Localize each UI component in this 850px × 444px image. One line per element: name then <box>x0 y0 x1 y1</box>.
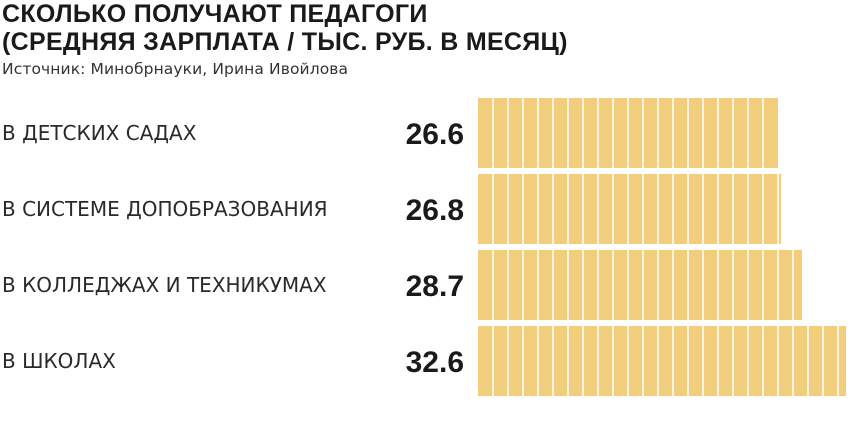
category-label: В КОЛЛЕДЖАХ И ТЕХНИКУМАХ <box>2 273 327 297</box>
bar <box>478 326 846 396</box>
bar-row: В ДЕТСКИХ САДАХ 26.6 <box>2 98 778 168</box>
category-label: В СИСТЕМЕ ДОПОБРАЗОВАНИЯ <box>2 197 328 221</box>
bar-row: В СИСТЕМЕ ДОПОБРАЗОВАНИЯ 26.8 <box>2 174 781 244</box>
value-label: 26.6 <box>406 118 464 151</box>
chart-title: СКОЛЬКО ПОЛУЧАЮТ ПЕДАГОГИ (СРЕДНЯЯ ЗАРПЛ… <box>2 0 568 56</box>
bar <box>478 250 802 320</box>
category-label: В ШКОЛАХ <box>2 349 116 373</box>
chart-title-line-2: (СРЕДНЯЯ ЗАРПЛАТА / ТЫС. РУБ. В МЕСЯЦ) <box>2 28 568 56</box>
value-label: 26.8 <box>406 194 464 227</box>
chart-title-line-1: СКОЛЬКО ПОЛУЧАЮТ ПЕДАГОГИ <box>2 0 428 28</box>
value-label: 28.7 <box>406 270 464 303</box>
category-label: В ДЕТСКИХ САДАХ <box>2 121 197 145</box>
bar-row: В ШКОЛАХ 32.6 <box>2 326 846 396</box>
bar <box>478 174 781 244</box>
value-label: 32.6 <box>406 346 464 379</box>
bar-row: В КОЛЛЕДЖАХ И ТЕХНИКУМАХ 28.7 <box>2 250 802 320</box>
chart-source: Источник: Минобрнауки, Ирина Ивойлова <box>2 60 349 78</box>
